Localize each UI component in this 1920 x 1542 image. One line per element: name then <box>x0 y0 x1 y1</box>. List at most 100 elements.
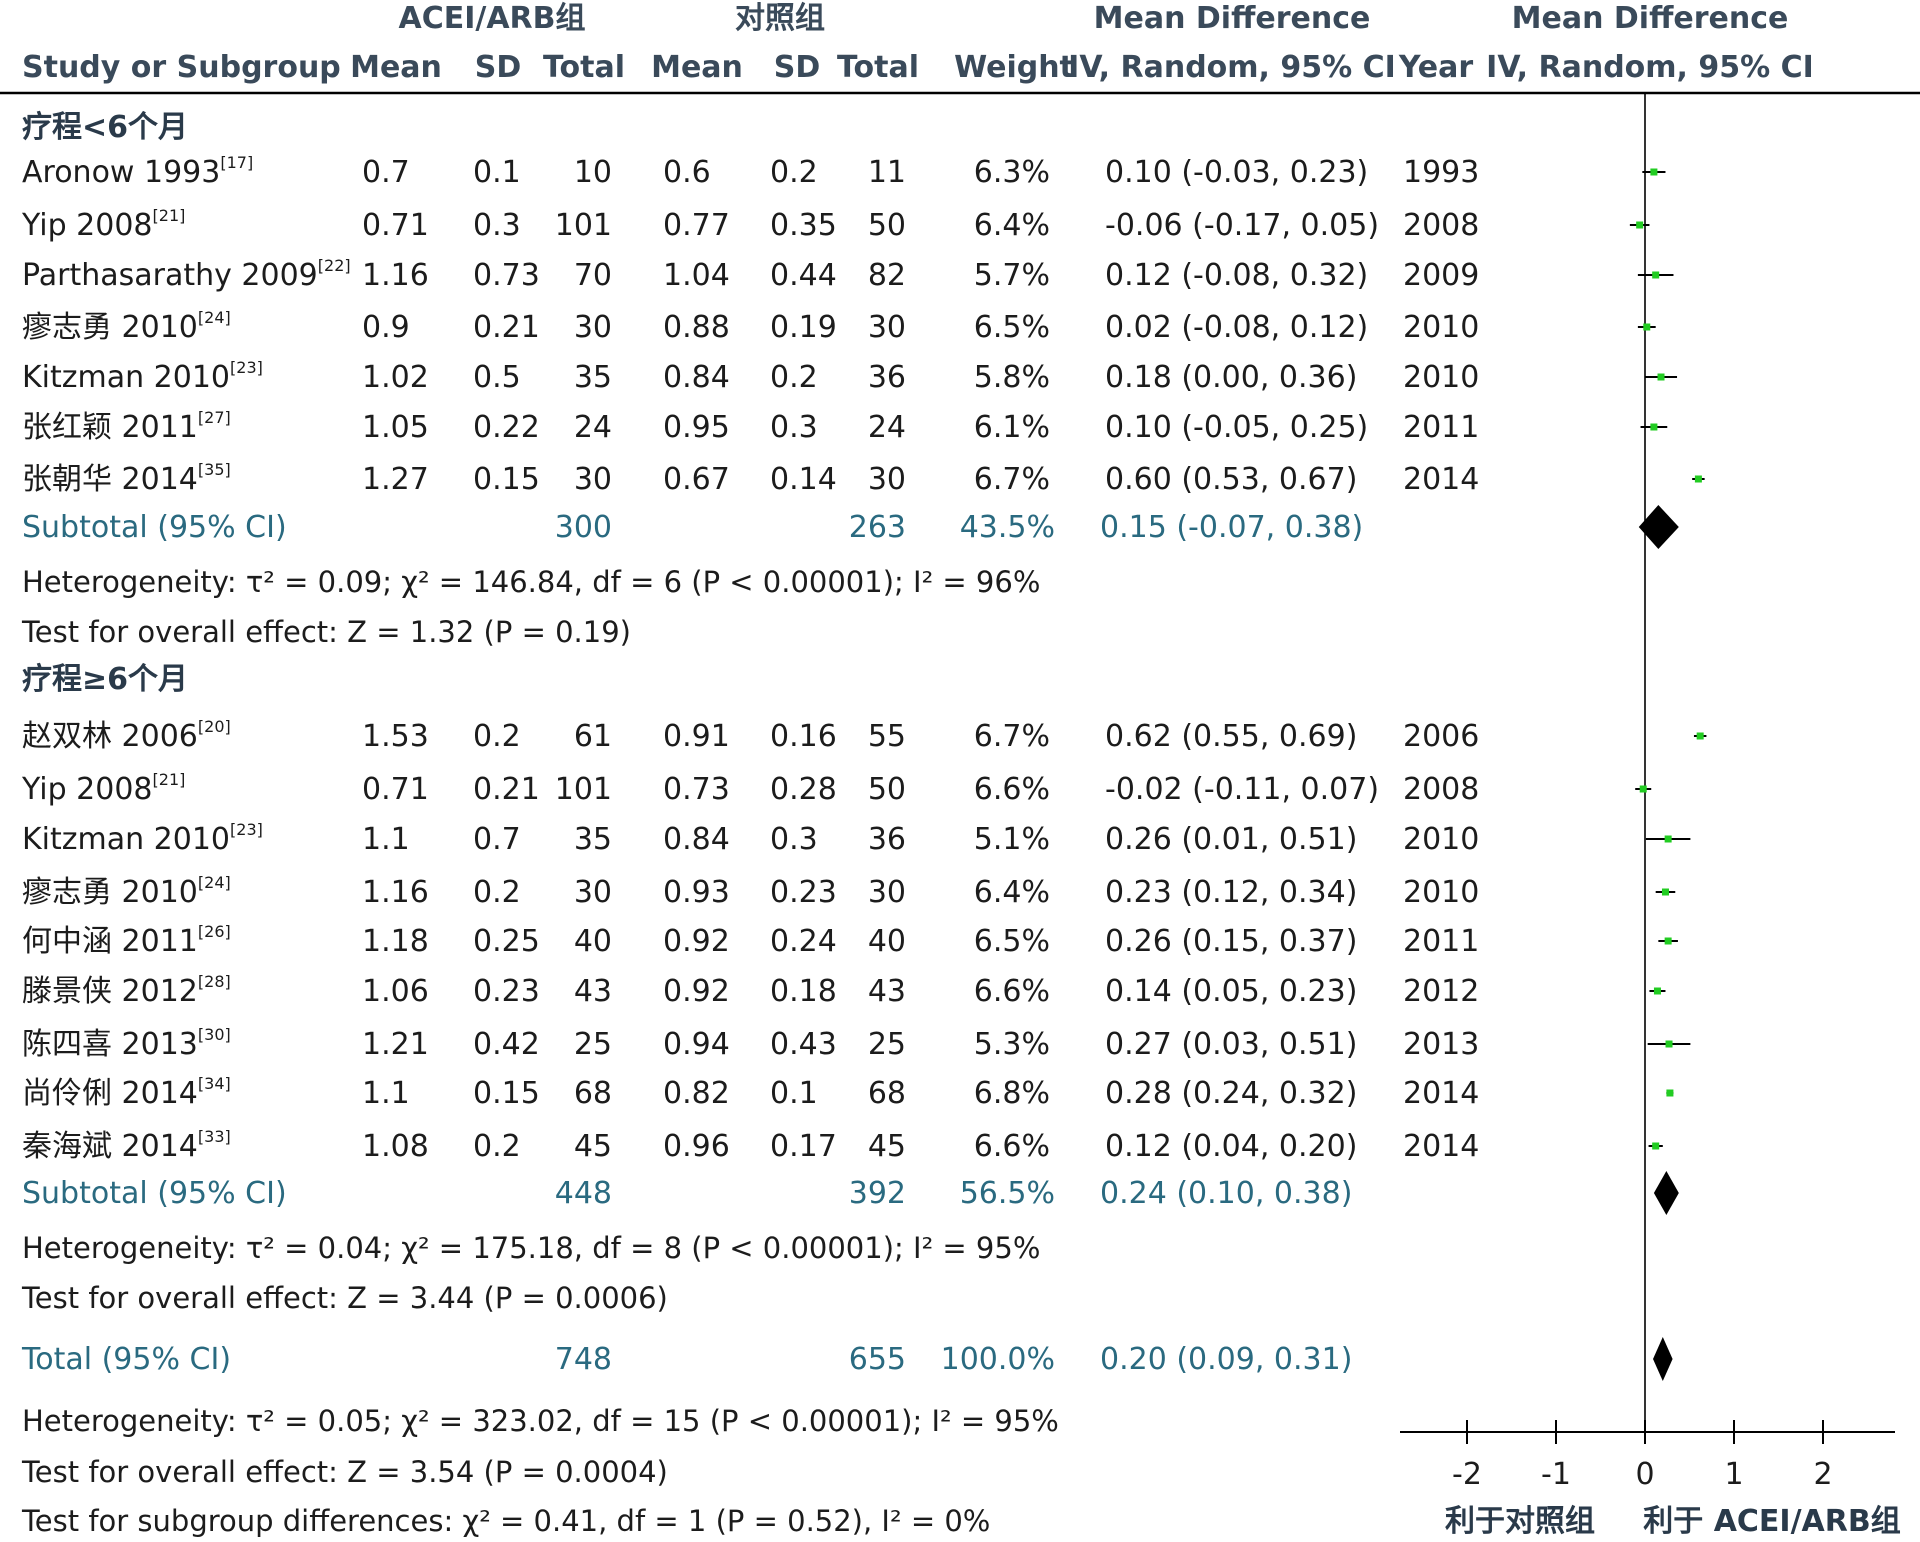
mean-exp: 1.21 <box>362 1027 429 1062</box>
total-exp: 30 <box>574 310 612 345</box>
mean-difference-ci: 0.26 (0.15, 0.37) <box>1105 924 1357 959</box>
mean-ctrl: 0.6 <box>663 155 711 190</box>
mean-difference-ci: 0.18 (0.00, 0.36) <box>1105 360 1357 395</box>
total-ctrl: 36 <box>868 822 906 857</box>
total-ctrl: 45 <box>868 1129 906 1164</box>
reference-superscript: [17] <box>220 153 253 172</box>
reference-superscript: [24] <box>198 308 231 327</box>
heterogeneity-text: Heterogeneity: τ² = 0.09; χ² = 146.84, d… <box>22 565 1040 599</box>
total-heterogeneity-text: Heterogeneity: τ² = 0.05; χ² = 323.02, d… <box>22 1404 1059 1438</box>
mean-exp: 0.7 <box>362 155 410 190</box>
x-tick-label: 1 <box>1724 1457 1743 1492</box>
point-estimate <box>1657 373 1665 381</box>
subtotal-total-exp: 448 <box>555 1176 612 1211</box>
weight: 6.6% <box>974 1129 1050 1164</box>
mean-difference-ci: -0.02 (-0.11, 0.07) <box>1105 772 1379 807</box>
sd-ctrl: 0.24 <box>770 924 837 959</box>
mean-exp: 1.05 <box>362 410 429 445</box>
mean-exp: 1.18 <box>362 924 429 959</box>
total-overall-effect-text: Test for overall effect: Z = 3.54 (P = 0… <box>21 1455 668 1489</box>
point-estimate <box>1664 835 1672 843</box>
point-estimate <box>1636 221 1644 229</box>
reference-superscript: [33] <box>198 1127 231 1146</box>
total-ctrl: 55 <box>868 719 906 754</box>
mean-ctrl: 0.92 <box>663 924 730 959</box>
sd-exp: 0.5 <box>473 360 521 395</box>
weight: 6.6% <box>974 974 1050 1009</box>
study-year: 2011 <box>1403 410 1479 445</box>
mean-exp: 0.9 <box>362 310 410 345</box>
subtotal-label: Subtotal (95% CI) <box>22 510 287 545</box>
subgroup-differences-text: Test for subgroup differences: χ² = 0.41… <box>21 1504 990 1538</box>
total-exp: 101 <box>555 208 612 243</box>
point-estimate <box>1665 1040 1673 1048</box>
total-ctrl: 82 <box>868 258 906 293</box>
favours-acei-arb-label: 利于 ACEI/ARB组 <box>1643 1504 1900 1539</box>
total-ctrl: 30 <box>868 462 906 497</box>
point-estimate <box>1666 1089 1674 1097</box>
study-name: Kitzman 2010[23] <box>22 358 263 395</box>
reference-superscript: [23] <box>230 820 263 839</box>
sd-ctrl: 0.17 <box>770 1129 837 1164</box>
header-study-or-subgroup: Study or Subgroup <box>22 50 341 85</box>
mean-ctrl: 0.94 <box>663 1027 730 1062</box>
total-exp: 45 <box>574 1129 612 1164</box>
study-name: 陈四喜 2013[30] <box>22 1025 231 1062</box>
sd-ctrl: 0.14 <box>770 462 837 497</box>
study-year: 2010 <box>1403 875 1479 910</box>
weight: 6.4% <box>974 208 1050 243</box>
reference-superscript: [27] <box>198 408 231 427</box>
point-estimate <box>1661 888 1669 896</box>
sd-exp: 0.15 <box>473 1076 540 1111</box>
header-mean-1: Mean <box>350 50 442 85</box>
mean-difference-ci: 0.27 (0.03, 0.51) <box>1105 1027 1357 1062</box>
sd-ctrl: 0.28 <box>770 772 837 807</box>
overall-effect-text: Test for overall effect: Z = 1.32 (P = 0… <box>21 615 631 649</box>
mean-difference-ci: 0.23 (0.12, 0.34) <box>1105 875 1357 910</box>
mean-ctrl: 0.95 <box>663 410 730 445</box>
study-year: 2013 <box>1403 1027 1479 1062</box>
total-ctrl: 11 <box>868 155 906 190</box>
reference-superscript: [21] <box>153 770 186 789</box>
study-name: 张朝华 2014[35] <box>22 460 231 497</box>
weight: 6.5% <box>974 310 1050 345</box>
x-tick-label: -1 <box>1541 1457 1571 1492</box>
reference-superscript: [21] <box>153 206 186 225</box>
mean-difference-ci: 0.60 (0.53, 0.67) <box>1105 462 1357 497</box>
sd-ctrl: 0.18 <box>770 974 837 1009</box>
subtotal-diamond <box>1653 1171 1679 1215</box>
total-exp: 68 <box>574 1076 612 1111</box>
sd-exp: 0.23 <box>473 974 540 1009</box>
sd-exp: 0.22 <box>473 410 540 445</box>
study-name: 瘳志勇 2010[24] <box>22 308 231 345</box>
weight: 6.5% <box>974 924 1050 959</box>
total-ctrl: 68 <box>868 1076 906 1111</box>
mean-ctrl: 0.93 <box>663 875 730 910</box>
weight: 6.7% <box>974 462 1050 497</box>
subtotal-total-exp: 300 <box>555 510 612 545</box>
weight: 5.3% <box>974 1027 1050 1062</box>
reference-superscript: [34] <box>198 1074 231 1093</box>
subgroup-title: 疗程<6个月 <box>22 110 188 145</box>
reference-superscript: [22] <box>318 256 351 275</box>
total-ctrl: 24 <box>868 410 906 445</box>
header-weight: Weight <box>954 50 1074 85</box>
weight: 6.4% <box>974 875 1050 910</box>
overall-effect-text: Test for overall effect: Z = 3.44 (P = 0… <box>21 1281 668 1315</box>
total-ci: 0.20 (0.09, 0.31) <box>1100 1342 1352 1377</box>
mean-difference-ci: 0.10 (-0.03, 0.23) <box>1105 155 1368 190</box>
total-ctrl: 50 <box>868 772 906 807</box>
reference-superscript: [26] <box>198 922 231 941</box>
subtotal-diamond <box>1638 505 1679 549</box>
mean-difference-ci: 0.14 (0.05, 0.23) <box>1105 974 1357 1009</box>
mean-exp: 1.06 <box>362 974 429 1009</box>
sd-exp: 0.42 <box>473 1027 540 1062</box>
reference-superscript: [20] <box>198 717 231 736</box>
point-estimate <box>1643 323 1651 331</box>
subtotal-total-ctrl: 392 <box>849 1176 906 1211</box>
study-name: 张红颖 2011[27] <box>22 408 231 445</box>
study-year: 2010 <box>1403 310 1479 345</box>
header-sd-2: SD <box>774 50 821 85</box>
sd-exp: 0.2 <box>473 875 521 910</box>
mean-ctrl: 0.96 <box>663 1129 730 1164</box>
